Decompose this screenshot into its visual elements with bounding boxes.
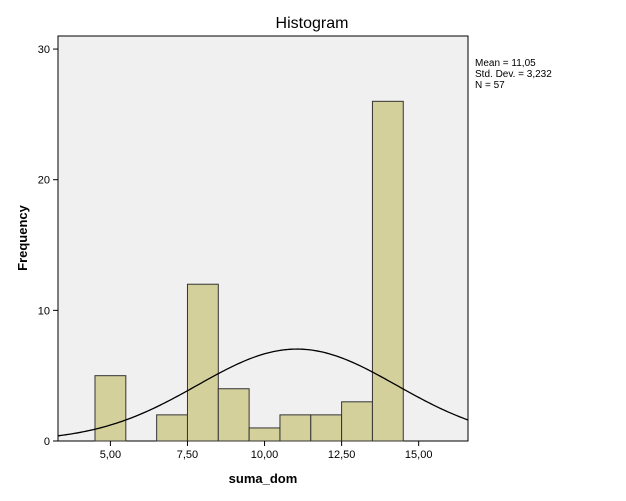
histogram-bar (371, 100, 404, 442)
normal-curve (57, 348, 469, 437)
x-tick-label: 15,00 (405, 449, 433, 461)
x-tick-label: 7,50 (177, 449, 198, 461)
histogram-bar (186, 283, 219, 442)
x-tick-label: 5,00 (100, 449, 121, 461)
histogram-bar (310, 414, 343, 442)
histogram-bar (248, 427, 281, 442)
histogram-bar (217, 388, 250, 442)
x-axis-ticks: 5,00 7,50 10,00 12,50 15,00 (100, 441, 433, 461)
histogram-bar (341, 401, 373, 442)
histogram-bar (156, 414, 188, 442)
y-tick-label: 30 (38, 44, 50, 56)
x-tick-label: 10,00 (251, 449, 279, 461)
y-axis-label: Frequency (15, 204, 30, 271)
x-tick-label: 12,50 (328, 449, 356, 461)
histogram-bar (279, 414, 312, 442)
stat-mean: Mean = 11,05 (475, 58, 536, 69)
y-tick-label: 20 (38, 175, 50, 187)
y-axis-ticks: 0 10 20 30 (38, 44, 58, 448)
histogram-bar (94, 375, 127, 442)
x-axis-label: suma_dom (229, 471, 298, 486)
y-tick-label: 0 (44, 436, 50, 448)
chart-title: Histogram (276, 15, 349, 32)
bars-group (94, 100, 404, 442)
stat-std-dev: Std. Dev. = 3,232 (475, 69, 552, 80)
y-tick-label: 10 (38, 305, 50, 317)
stat-n: N = 57 (475, 80, 505, 91)
